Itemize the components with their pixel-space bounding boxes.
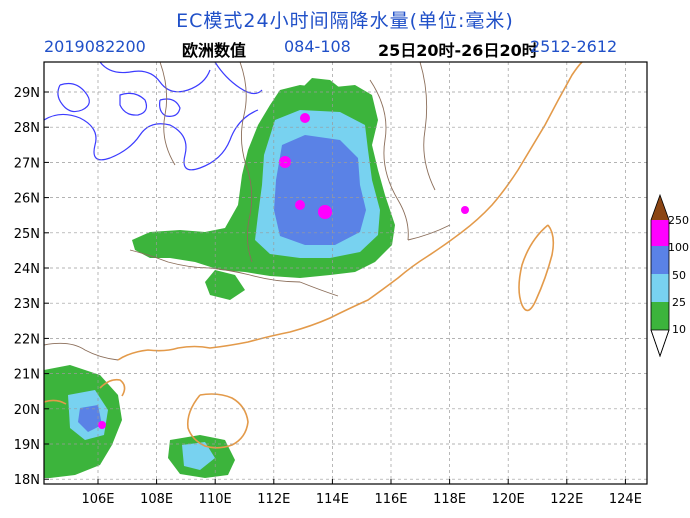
- legend-swatch-250: [651, 195, 669, 220]
- lat-label: 18N: [14, 473, 40, 488]
- lat-label: 21N: [14, 368, 40, 383]
- lat-label: 25N: [14, 227, 40, 242]
- model-name: 欧洲数值: [182, 41, 247, 60]
- lon-label: 120E: [492, 492, 525, 507]
- lat-label: 20N: [14, 403, 40, 418]
- legend-swatch-25: [651, 274, 669, 302]
- longitude-labels: 106E 108E 110E 112E 114E 116E 118E 120E 122E 124E: [81, 479, 642, 507]
- precip-shading-100: [98, 113, 469, 429]
- legend-swatch-10: [651, 302, 669, 330]
- legend-swatch-below-10: [650, 329, 670, 358]
- valid-period: 25日20时-26日20时: [378, 41, 538, 60]
- map-title: EC模式24小时间隔降水量(单位:毫米): [176, 10, 514, 32]
- lat-label: 24N: [14, 262, 40, 277]
- lat-label: 27N: [14, 156, 40, 171]
- legend-label-25: 25: [672, 296, 686, 309]
- legend-label-50: 50: [672, 269, 686, 282]
- lon-label: 106E: [81, 492, 114, 507]
- lon-label: 124E: [609, 492, 642, 507]
- lon-label: 122E: [550, 492, 583, 507]
- colorbar-legend: 250 100 50 25 10: [650, 193, 689, 358]
- lon-label: 114E: [316, 492, 349, 507]
- lat-label: 29N: [14, 86, 40, 101]
- lon-label: 118E: [433, 492, 466, 507]
- lon-label: 112E: [257, 492, 290, 507]
- lat-label: 23N: [14, 297, 40, 312]
- lon-label: 116E: [374, 492, 407, 507]
- date-code: 2512-2612: [530, 37, 618, 56]
- legend-swatch-100: [651, 220, 669, 246]
- legend-label-10: 10: [672, 323, 686, 336]
- lat-label: 19N: [14, 438, 40, 453]
- coastline: [44, 62, 583, 449]
- legend-swatch-50: [651, 246, 669, 274]
- latitude-labels: 29N 28N 27N 26N 25N 24N 23N 22N 21N 20N 19N 18N: [14, 86, 49, 488]
- province-borders: [44, 62, 451, 361]
- contour-lines: [44, 62, 263, 171]
- plot-frame: [43, 61, 648, 485]
- lat-label: 26N: [14, 192, 40, 207]
- forecast-hours: 084-108: [284, 37, 351, 56]
- lat-label: 28N: [14, 121, 40, 136]
- lat-label: 22N: [14, 332, 40, 347]
- lon-label: 108E: [140, 492, 173, 507]
- lat-lon-grid: [44, 62, 647, 484]
- init-time: 2019082200: [44, 37, 146, 56]
- legend-label-100: 100: [668, 241, 689, 254]
- legend-label-250: 250: [668, 214, 689, 227]
- lon-label: 110E: [199, 492, 232, 507]
